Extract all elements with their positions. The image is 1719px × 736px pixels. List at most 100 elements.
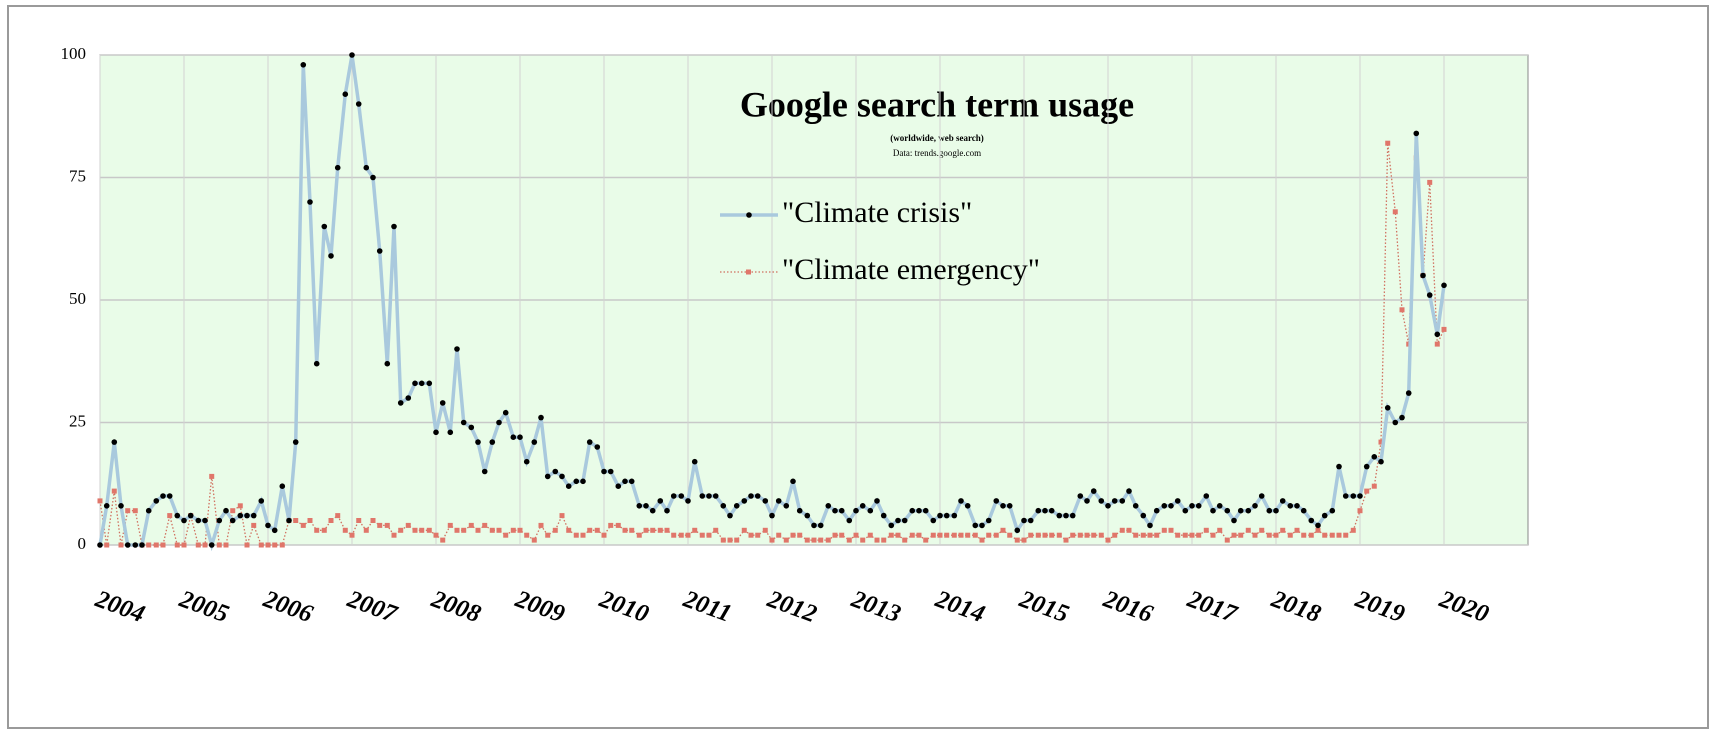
- marker: [1014, 537, 1020, 543]
- marker: [1384, 405, 1391, 411]
- marker: [1126, 488, 1132, 494]
- marker: [181, 517, 187, 524]
- marker: [1021, 537, 1027, 543]
- marker: [209, 473, 215, 479]
- marker: [125, 508, 131, 514]
- marker: [405, 395, 412, 401]
- marker: [1294, 503, 1300, 509]
- marker: [419, 527, 425, 533]
- marker: [1308, 517, 1315, 524]
- marker: [993, 532, 999, 538]
- marker: [1301, 532, 1307, 538]
- marker: [517, 434, 523, 441]
- marker: [1217, 527, 1223, 533]
- marker: [838, 507, 845, 514]
- marker: [734, 537, 740, 543]
- marker: [1056, 532, 1062, 538]
- marker: [237, 512, 244, 519]
- marker: [433, 429, 439, 436]
- marker: [712, 493, 719, 499]
- chart-source: Data: trends.google.com: [893, 148, 981, 158]
- marker: [1350, 527, 1356, 533]
- marker: [1140, 512, 1147, 519]
- marker: [608, 522, 614, 528]
- marker: [825, 537, 831, 543]
- marker: [846, 517, 853, 524]
- marker: [475, 527, 481, 533]
- marker: [132, 542, 139, 548]
- marker: [370, 174, 376, 181]
- marker: [1245, 527, 1251, 533]
- marker: [1413, 130, 1420, 137]
- marker: [1112, 532, 1118, 538]
- marker: [1273, 532, 1279, 538]
- marker: [1357, 493, 1363, 499]
- marker: [103, 503, 110, 509]
- marker: [1405, 390, 1412, 396]
- marker: [930, 517, 937, 524]
- marker: [545, 532, 551, 538]
- marker: [104, 542, 110, 548]
- marker: [313, 360, 320, 367]
- marker: [405, 522, 411, 528]
- marker: [349, 52, 355, 58]
- marker: [160, 542, 166, 548]
- marker: [1434, 331, 1441, 338]
- marker: [565, 483, 572, 490]
- marker: [691, 458, 698, 465]
- marker: [846, 537, 852, 543]
- marker: [972, 532, 978, 538]
- marker: [1294, 527, 1300, 533]
- marker: [1420, 272, 1426, 279]
- marker: [678, 532, 684, 538]
- marker: [804, 537, 810, 543]
- marker: [1069, 512, 1076, 519]
- marker: [811, 537, 817, 543]
- marker: [1363, 463, 1370, 470]
- marker: [1105, 503, 1111, 509]
- marker: [286, 517, 292, 524]
- marker: [321, 527, 327, 533]
- marker: [909, 507, 916, 514]
- marker: [300, 62, 307, 68]
- marker: [818, 537, 824, 543]
- marker: [531, 537, 537, 543]
- marker: [985, 517, 992, 524]
- marker: [566, 527, 572, 533]
- marker: [1385, 140, 1391, 146]
- marker: [250, 512, 257, 519]
- marker: [272, 542, 278, 548]
- marker: [307, 199, 313, 205]
- marker: [1371, 483, 1377, 489]
- marker: [1035, 507, 1042, 514]
- marker: [629, 527, 635, 533]
- marker: [1427, 179, 1433, 185]
- marker: [783, 537, 789, 543]
- marker: [874, 537, 880, 543]
- marker: [832, 532, 838, 538]
- marker: [664, 507, 670, 514]
- marker: [1203, 493, 1210, 499]
- marker: [391, 223, 397, 230]
- marker: [1174, 498, 1181, 504]
- marker: [153, 542, 159, 548]
- marker: [601, 468, 607, 475]
- marker: [769, 537, 775, 543]
- marker: [615, 483, 622, 490]
- marker: [943, 512, 950, 519]
- marker: [1042, 532, 1048, 538]
- marker: [454, 527, 460, 533]
- marker: [594, 527, 600, 533]
- marker: [384, 360, 391, 367]
- marker: [699, 532, 705, 538]
- marker: [1216, 503, 1223, 509]
- marker: [1322, 532, 1328, 538]
- marker: [902, 537, 908, 543]
- marker: [825, 503, 832, 509]
- marker: [1336, 532, 1342, 538]
- marker: [251, 522, 257, 528]
- marker: [426, 527, 432, 533]
- marker: [1182, 532, 1188, 538]
- marker: [636, 503, 643, 509]
- marker: [1119, 527, 1125, 533]
